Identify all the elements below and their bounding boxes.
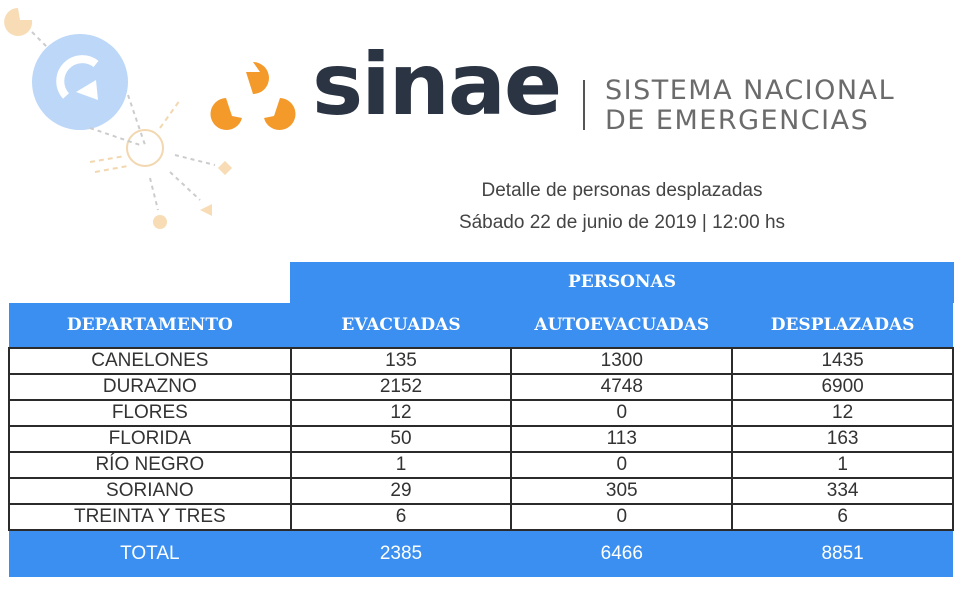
table-row: FLORIDA 50 113 163 <box>8 425 954 453</box>
table-row: CANELONES 135 1300 1435 <box>8 347 954 375</box>
col-header-departamento: DEPARTAMENTO <box>9 303 291 348</box>
table-row: TREINTA Y TRES 6 0 6 <box>8 503 954 531</box>
cell-desplazadas: 6900 <box>731 373 954 401</box>
cell-departamento: RÍO NEGRO <box>8 451 292 479</box>
cell-evacuadas: 135 <box>289 347 513 375</box>
decorative-graphic <box>4 8 233 229</box>
cell-autoevacuadas: 1300 <box>510 347 734 375</box>
col-header-desplazadas: DESPLAZADAS <box>732 303 953 348</box>
cell-autoevacuadas: 113 <box>510 425 734 453</box>
cell-departamento: TREINTA Y TRES <box>8 503 292 531</box>
col-header-autoevacuadas: AUTOEVACUADAS <box>511 303 733 348</box>
cell-evacuadas: 6 <box>289 503 513 531</box>
cell-autoevacuadas: 0 <box>510 399 734 427</box>
col-header-evacuadas: EVACUADAS <box>290 303 512 348</box>
brand-divider <box>583 80 585 130</box>
cell-desplazadas: 163 <box>731 425 954 453</box>
total-desplazadas: 8851 <box>732 530 953 577</box>
brand-tagline: SISTEMA NACIONAL DE EMERGENCIAS <box>605 76 895 136</box>
cell-desplazadas: 1 <box>731 451 954 479</box>
cell-autoevacuadas: 305 <box>510 477 734 505</box>
cell-evacuadas: 2152 <box>289 373 513 401</box>
cell-desplazadas: 1435 <box>731 347 954 375</box>
total-row: TOTAL 2385 6466 8851 <box>9 530 953 577</box>
total-autoevacuadas: 6466 <box>511 530 733 577</box>
table-row: RÍO NEGRO 1 0 1 <box>8 451 954 479</box>
cell-desplazadas: 12 <box>731 399 954 427</box>
tagline-line-1: SISTEMA NACIONAL <box>605 75 896 106</box>
header-row: DEPARTAMENTO EVACUADAS AUTOEVACUADAS DES… <box>9 303 953 348</box>
total-evacuadas: 2385 <box>290 530 512 577</box>
brand-name: sinae <box>312 35 562 135</box>
tagline-line-2: DE EMERGENCIAS <box>605 105 870 136</box>
cell-departamento: FLORIDA <box>8 425 292 453</box>
cell-desplazadas: 6 <box>731 503 954 531</box>
group-header-personas: PERSONAS <box>290 262 954 303</box>
cell-evacuadas: 1 <box>289 451 513 479</box>
cell-autoevacuadas: 0 <box>510 451 734 479</box>
cell-evacuadas: 12 <box>289 399 513 427</box>
report-subtitle: Detalle de personas desplazadas <box>481 180 763 201</box>
cell-departamento: FLORES <box>8 399 292 427</box>
cell-departamento: SORIANO <box>8 477 292 505</box>
table-row: SORIANO 29 305 334 <box>8 477 954 505</box>
cell-autoevacuadas: 0 <box>510 503 734 531</box>
sinae-logo-icon <box>210 62 296 130</box>
cell-evacuadas: 29 <box>289 477 513 505</box>
total-departamento: TOTAL <box>9 530 291 577</box>
cell-desplazadas: 334 <box>731 477 954 505</box>
table-row: DURAZNO 2152 4748 6900 <box>8 373 954 401</box>
report-date: Sábado 22 de junio de 2019 | 12:00 hs <box>458 212 786 233</box>
table-row: FLORES 12 0 12 <box>8 399 954 427</box>
displaced-persons-table: DEPARTAMENTO EVACUADAS AUTOEVACUADAS DES… <box>8 303 954 577</box>
cell-departamento: DURAZNO <box>8 373 292 401</box>
cell-departamento: CANELONES <box>8 347 292 375</box>
cell-autoevacuadas: 4748 <box>510 373 734 401</box>
cell-evacuadas: 50 <box>289 425 513 453</box>
